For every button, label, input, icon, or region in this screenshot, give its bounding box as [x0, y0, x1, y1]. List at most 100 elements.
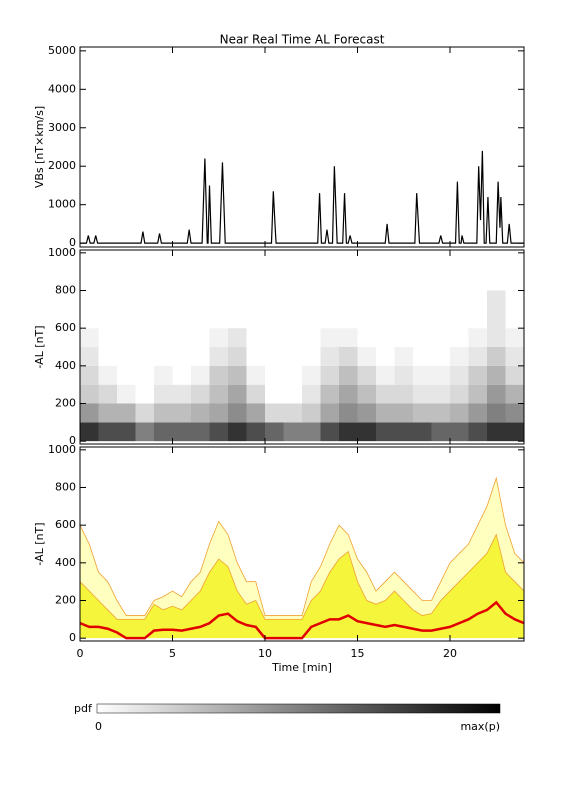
pdf-cell [209, 403, 228, 423]
pdf-cell [431, 422, 450, 442]
pdf-cell [283, 403, 302, 423]
pdf-cell [450, 347, 469, 366]
pdf-cell [413, 384, 432, 404]
pdf-cell [505, 290, 524, 310]
pdf-cell [450, 290, 469, 310]
pdf-cell [394, 384, 413, 404]
pdf-cell [505, 328, 524, 347]
pdf-cell [487, 403, 506, 423]
y-tick-label: 800 [55, 480, 76, 493]
pdf-cell [394, 347, 413, 366]
pdf-cell [413, 347, 432, 366]
pdf-cell [302, 347, 321, 366]
pdf-cell [283, 328, 302, 347]
pdf-cell [339, 290, 358, 310]
panel-frame [79, 446, 525, 642]
pdf-cell [468, 384, 487, 404]
pdf-cell [505, 309, 524, 329]
pdf-cell [450, 422, 469, 442]
pdf-cell [302, 384, 321, 404]
pdf-cell [413, 422, 432, 442]
pdf-cell [172, 422, 191, 442]
pdf-cell [209, 422, 228, 442]
pdf-cell [320, 365, 339, 385]
pdf-cell [265, 347, 284, 366]
pdf-cell [191, 403, 210, 423]
pdf-cell [487, 365, 506, 385]
pdf-cell [265, 403, 284, 423]
pdf-cell [228, 422, 247, 442]
pdf-cell [376, 309, 395, 329]
band-edge [79, 476, 525, 616]
pdf-cell [246, 290, 265, 310]
pdf-cell [283, 365, 302, 385]
y-axis-label: -AL [nT] [33, 522, 46, 565]
pdf-cell [357, 422, 376, 442]
median-line [79, 600, 525, 640]
y-tick-label: 2000 [48, 159, 76, 172]
pdf-cell [394, 365, 413, 385]
pdf-cell [376, 347, 395, 366]
pdf-cell [246, 347, 265, 366]
pdf-cell [172, 365, 191, 385]
pdf-cell [357, 403, 376, 423]
pdf-cell [339, 309, 358, 329]
band-edge [79, 533, 525, 620]
pdf-cell [117, 328, 136, 347]
band-area [80, 534, 524, 639]
x-axis-label: Time [min] [271, 661, 332, 674]
pdf-cell [209, 309, 228, 329]
pdf-cell [468, 422, 487, 442]
pdf-cell [302, 365, 321, 385]
pdf-cell [339, 403, 358, 423]
pdf-cell [191, 384, 210, 404]
chart-title: Near Real Time AL Forecast [220, 33, 385, 47]
pdf-cell [339, 422, 358, 442]
x-tick-label: 10 [258, 647, 272, 660]
pdf-cell [320, 290, 339, 310]
pdf-cell [172, 290, 191, 310]
pdf-cell [320, 422, 339, 442]
pdf-cell [505, 347, 524, 366]
pdf-cell [283, 347, 302, 366]
pdf-cell [209, 384, 228, 404]
pdf-cell [265, 422, 284, 442]
pdf-cell [98, 290, 117, 310]
pdf-cell [450, 309, 469, 329]
pdf-cell [394, 422, 413, 442]
pdf-cell [376, 403, 395, 423]
pdf-cell [246, 365, 265, 385]
pdf-cell [505, 403, 524, 423]
pdf-cell [468, 328, 487, 347]
pdf-cell [154, 384, 173, 404]
pdf-cell [320, 309, 339, 329]
pdf-cell [357, 328, 376, 347]
pdf-cell [431, 403, 450, 423]
pdf-cell [357, 365, 376, 385]
pdf-cell [117, 309, 136, 329]
pdf-cell [191, 309, 210, 329]
pdf-cell [154, 365, 173, 385]
pdf-cell [302, 328, 321, 347]
pdf-cell [154, 422, 173, 442]
pdf-cell [98, 309, 117, 329]
pdf-cell [209, 328, 228, 347]
pdf-cell [117, 347, 136, 366]
band-area [80, 478, 524, 639]
pdf-cell [172, 347, 191, 366]
pdf-cell [172, 384, 191, 404]
pdf-cell [172, 309, 191, 329]
pdf-cell [431, 290, 450, 310]
pdf-cell [98, 384, 117, 404]
pdf-cell [487, 384, 506, 404]
pdf-cell [191, 290, 210, 310]
pdf-cell [320, 347, 339, 366]
pdf-cell [339, 384, 358, 404]
pdf-cell [431, 328, 450, 347]
pdf-cell [246, 384, 265, 404]
y-tick-label: 600 [55, 518, 76, 531]
pdf-cell [246, 403, 265, 423]
pdf-cell [154, 328, 173, 347]
pdf-cell [468, 347, 487, 366]
pdf-cell [209, 365, 228, 385]
